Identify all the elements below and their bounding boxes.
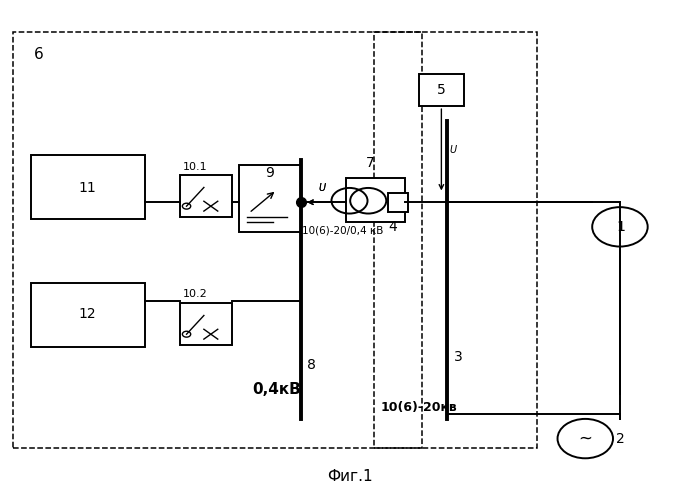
- Text: 5: 5: [438, 83, 446, 97]
- Text: 3: 3: [454, 350, 462, 365]
- Text: 12: 12: [78, 307, 96, 322]
- Text: 10.2: 10.2: [183, 289, 208, 299]
- Bar: [346, 178, 405, 222]
- Bar: [238, 165, 301, 232]
- Bar: [31, 155, 145, 220]
- Text: Фиг.1: Фиг.1: [326, 469, 373, 484]
- Text: 1: 1: [617, 220, 626, 234]
- Bar: [180, 175, 231, 217]
- Text: 8: 8: [306, 358, 315, 372]
- Text: 7: 7: [366, 156, 375, 170]
- Bar: [31, 283, 145, 348]
- Text: U: U: [318, 183, 325, 193]
- Text: 0,4кВ: 0,4кВ: [252, 382, 301, 397]
- Text: 10.1: 10.1: [183, 162, 208, 172]
- Bar: [180, 303, 231, 345]
- Text: 6: 6: [34, 47, 44, 62]
- Text: 9: 9: [266, 166, 274, 180]
- Text: 10(6)-20/0,4 кВ: 10(6)-20/0,4 кВ: [303, 226, 384, 236]
- Text: 10(6)-20кв: 10(6)-20кв: [380, 401, 457, 414]
- Text: 2: 2: [616, 432, 624, 446]
- Text: 4: 4: [389, 220, 398, 234]
- Text: U: U: [318, 183, 325, 193]
- Bar: [13, 32, 422, 448]
- Bar: [388, 193, 408, 212]
- Text: ~: ~: [578, 430, 592, 448]
- Bar: [419, 74, 464, 106]
- Text: 11: 11: [78, 181, 96, 195]
- Bar: [374, 32, 537, 448]
- Text: U: U: [449, 145, 457, 155]
